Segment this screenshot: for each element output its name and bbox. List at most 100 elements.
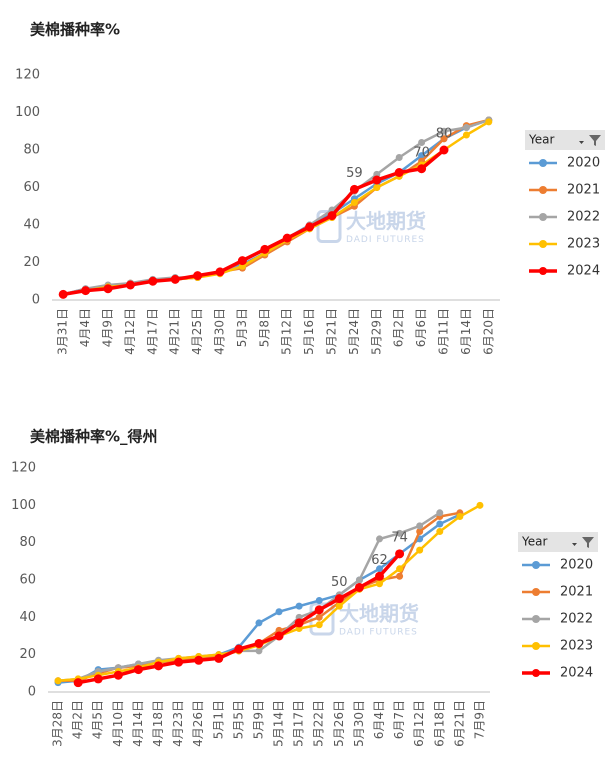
point <box>81 286 91 296</box>
x-tick-label: 7月9日 <box>472 700 486 739</box>
watermark-text: 大地期货 <box>346 209 426 233</box>
point <box>349 184 359 194</box>
point <box>113 670 123 680</box>
legend-marker <box>532 588 540 596</box>
legend-marker <box>539 186 547 194</box>
point <box>416 527 424 535</box>
point <box>436 527 444 535</box>
point <box>170 274 180 284</box>
x-tick-label: 5月1日 <box>211 700 225 739</box>
x-tick-label: 6月11日 <box>437 308 451 355</box>
point <box>255 647 263 655</box>
point <box>133 665 143 675</box>
point <box>260 244 270 254</box>
legend-label: 2021 <box>560 585 593 600</box>
watermark-text: DADI FUTURES <box>339 628 418 638</box>
x-tick-label: 4月18日 <box>151 700 165 747</box>
x-tick-label: 6月18日 <box>432 700 446 747</box>
x-tick-label: 5月16日 <box>302 308 316 355</box>
point <box>93 674 103 684</box>
dropdown-icon <box>579 141 584 144</box>
x-tick-label: 4月4日 <box>78 308 92 347</box>
point <box>314 605 324 615</box>
x-tick-label: 5月17日 <box>292 700 306 747</box>
x-tick-label: 5月22日 <box>312 700 326 747</box>
legend-header <box>518 532 598 552</box>
x-tick-label: 5月21日 <box>325 308 339 355</box>
x-tick-label: 4月2日 <box>71 700 85 739</box>
watermark-text: 大地期货 <box>339 602 419 626</box>
data-label: 70 <box>413 145 430 160</box>
point <box>373 184 381 191</box>
legend-marker <box>532 615 540 623</box>
point <box>125 280 135 290</box>
x-tick-label: 5月24日 <box>347 308 361 355</box>
point <box>154 661 163 671</box>
legend-label: 2022 <box>567 210 600 225</box>
chart-title: 美棉播种率% <box>30 21 120 39</box>
point <box>327 211 337 221</box>
point <box>274 631 284 641</box>
x-tick-label: 5月29日 <box>369 308 383 355</box>
y-tick-label: 60 <box>19 573 36 588</box>
x-tick-label: 5月8日 <box>257 308 271 347</box>
point <box>354 582 364 592</box>
legend-marker <box>539 240 547 248</box>
x-tick-label: 4月10日 <box>111 700 125 747</box>
data-label: 50 <box>331 575 348 590</box>
point <box>355 576 363 584</box>
point <box>315 613 323 621</box>
legend-label: 2023 <box>567 237 600 252</box>
legend-label: 2022 <box>560 612 593 627</box>
data-label: 74 <box>391 530 408 545</box>
point <box>295 602 303 610</box>
point <box>335 602 343 610</box>
point <box>462 131 470 139</box>
point <box>174 657 184 667</box>
point <box>255 619 263 627</box>
y-tick-label: 100 <box>11 498 36 513</box>
point <box>194 655 204 665</box>
point <box>417 164 427 174</box>
legend-marker <box>539 213 547 221</box>
point <box>73 678 83 688</box>
y-tick-label: 20 <box>23 255 40 270</box>
point <box>237 256 247 266</box>
point <box>485 118 493 126</box>
x-tick-label: 4月25日 <box>190 308 204 355</box>
data-label: 62 <box>371 553 388 568</box>
legend-marker <box>539 159 547 167</box>
x-tick-label: 5月5日 <box>231 700 245 739</box>
y-tick-label: 120 <box>15 68 40 83</box>
point <box>193 271 203 281</box>
point <box>395 154 403 161</box>
point <box>254 638 264 648</box>
legend-marker <box>532 561 540 569</box>
x-tick-label: 4月21日 <box>168 308 182 355</box>
x-tick-label: 4月23日 <box>171 700 185 747</box>
legend-label: 2021 <box>567 183 600 198</box>
x-tick-label: 4月30日 <box>213 308 227 355</box>
data-label: 80 <box>436 127 453 142</box>
y-tick-label: 80 <box>23 143 40 158</box>
y-tick-label: 80 <box>19 535 36 550</box>
legend-marker <box>539 267 547 275</box>
legend-marker <box>532 642 540 650</box>
x-tick-label: 6月20日 <box>481 308 495 355</box>
y-tick-label: 40 <box>23 218 40 233</box>
x-tick-label: 5月14日 <box>272 700 286 747</box>
point <box>416 546 424 554</box>
point <box>376 565 383 573</box>
x-tick-label: 5月26日 <box>332 700 346 747</box>
point <box>396 529 404 537</box>
point <box>103 284 113 294</box>
point <box>436 509 444 517</box>
point <box>436 520 444 528</box>
x-tick-label: 4月9日 <box>101 308 115 347</box>
point <box>440 135 448 143</box>
x-tick-label: 6月2日 <box>392 308 406 347</box>
filter-icon <box>589 135 601 146</box>
point <box>350 199 358 206</box>
x-tick-label: 4月12日 <box>123 308 137 355</box>
